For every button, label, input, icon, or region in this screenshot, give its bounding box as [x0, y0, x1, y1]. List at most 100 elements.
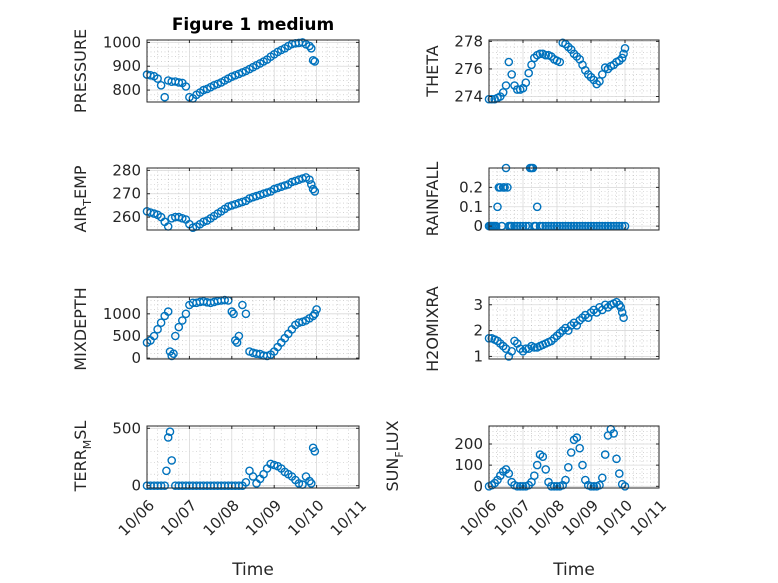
data-point [586, 481, 596, 491]
data-series [142, 295, 321, 361]
data-point [547, 481, 556, 491]
y-tick-label: 278 [454, 32, 483, 50]
data-point [561, 475, 570, 485]
data-point [487, 94, 497, 104]
data-point [518, 481, 528, 491]
data-point [575, 443, 585, 453]
y-tick-label: 260 [112, 208, 141, 226]
data-point [619, 313, 628, 323]
data-point [160, 481, 169, 491]
data-point [566, 448, 576, 457]
data-point [156, 318, 166, 328]
data-point [595, 480, 604, 490]
data-point [507, 346, 517, 356]
y-tick-label: 270 [112, 185, 141, 203]
y-axis-label-rest: SL [71, 421, 90, 440]
y-axis-label-main: AIR [71, 206, 90, 233]
axes-box [488, 39, 660, 103]
y-tick-label: 900 [112, 57, 141, 75]
data-point [156, 481, 166, 491]
data-point [493, 475, 502, 485]
x-axis-label: Time [231, 560, 274, 580]
data-point [199, 85, 208, 95]
data-point [169, 349, 178, 359]
y-tick-label: 200 [454, 435, 483, 453]
data-point [234, 481, 244, 491]
data-point [552, 481, 562, 491]
data-point [521, 78, 531, 87]
data-point [241, 309, 251, 319]
data-point [513, 481, 522, 491]
y-axis-label-rest: LUX [383, 420, 402, 451]
data-point [507, 70, 517, 79]
data-point [527, 60, 536, 70]
data-point [515, 481, 525, 491]
y-axis-label: SUNFLUX [383, 420, 406, 491]
data-point [535, 49, 545, 59]
data-point [262, 188, 272, 197]
data-point [280, 181, 290, 190]
figure-title: Figure 1 medium [172, 15, 334, 35]
y-axis-label-subscript: M [81, 440, 94, 450]
data-point [598, 70, 607, 79]
data-point [600, 450, 610, 459]
data-point [572, 433, 582, 442]
y-tick-label: 800 [112, 81, 141, 99]
data-point [595, 77, 604, 86]
data-point [609, 60, 619, 70]
data-point [181, 82, 191, 91]
y-tick-label: 0.2 [459, 178, 483, 196]
axes-box [488, 167, 660, 231]
data-point [555, 57, 565, 67]
data-point [616, 302, 626, 312]
y-axis-label-subscript: T [81, 199, 94, 207]
axes-box [146, 167, 360, 231]
y-tick-label: 274 [454, 87, 483, 105]
y-tick-label: 0 [473, 477, 483, 495]
y-axis-label: PRESSURE [71, 29, 90, 113]
y-tick-label: 1000 [103, 305, 141, 323]
subplot-theta: 274 276 278 THETA [423, 32, 660, 105]
data-point [530, 471, 539, 481]
data-point [620, 44, 630, 53]
data-point [583, 70, 593, 79]
y-axis-label: TERRMSL [71, 421, 94, 493]
data-point [238, 197, 247, 207]
data-point [294, 479, 304, 488]
data-point [181, 309, 191, 319]
y-axis-label: MIXDEPTH [71, 287, 90, 370]
data-point [165, 427, 175, 437]
data-point [305, 41, 314, 51]
subplot-mixdepth: 0 500 1000 MIXDEPTH [71, 287, 360, 371]
data-point [549, 481, 559, 491]
data-point [524, 68, 534, 78]
y-tick-label: 500 [112, 419, 141, 437]
subplot-pressure: 800 900 1000 PRESSURE Figure 1 medium [71, 15, 360, 113]
data-point [619, 49, 628, 59]
data-point [569, 49, 579, 59]
data-point [592, 79, 602, 89]
data-point [530, 343, 539, 352]
data-point [174, 78, 184, 87]
y-axis-label: THETA [423, 45, 442, 97]
y-axis-label-main: TERR [71, 449, 90, 492]
data-point [501, 81, 511, 90]
data-point [310, 446, 320, 456]
data-point [308, 56, 318, 65]
y-axis-label: AIRTEMP [71, 165, 94, 232]
data-point [149, 331, 159, 341]
y-tick-label: 3 [473, 296, 483, 314]
axes-box [146, 39, 360, 103]
data-point [598, 473, 607, 483]
data-point [589, 481, 599, 491]
data-point [532, 460, 542, 470]
data-series [142, 173, 320, 232]
axes-box [488, 296, 660, 360]
subplot-h2omixra: 1 2 3 H2OMIXRA [423, 286, 660, 372]
y-axis-label: H2OMIXRA [423, 286, 442, 372]
y-tick-label: 1 [473, 347, 483, 365]
data-point [312, 305, 321, 314]
y-tick-label: 0 [131, 349, 141, 367]
y-tick-label: 0 [473, 217, 483, 235]
